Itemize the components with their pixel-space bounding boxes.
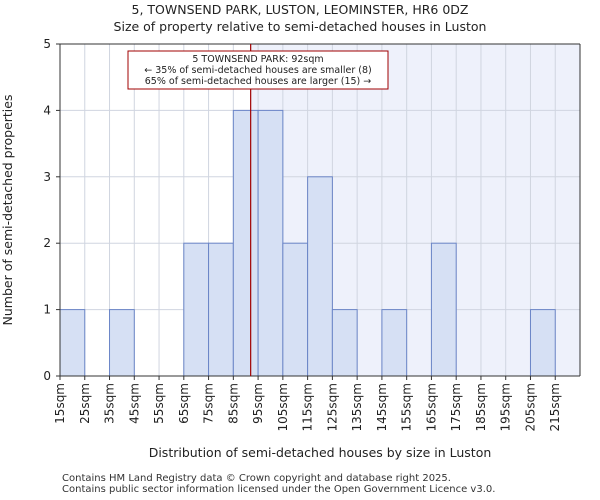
chart-subtitle: Size of property relative to semi-detach… (113, 19, 487, 34)
x-tick-label-7: 85sqm (226, 383, 240, 424)
x-tick-label-2: 35sqm (103, 383, 117, 424)
x-tick-label-16: 175sqm (449, 383, 463, 431)
bar-145sqm (381, 309, 408, 377)
y-tick-label-4: 4 (43, 103, 51, 117)
x-tick-label-3: 45sqm (127, 383, 141, 424)
x-tick-label-18: 195sqm (499, 383, 513, 431)
x-tick-label-0: 15sqm (53, 383, 67, 424)
x-tick-label-6: 75sqm (202, 383, 216, 424)
bar-165sqm (430, 242, 457, 377)
y-axis-title: Number of semi-detached properties (0, 95, 15, 326)
annotation-smaller-text: ← 35% of semi-detached houses are smalle… (144, 65, 372, 76)
bar-65sqm (183, 242, 210, 377)
x-tick-label-8: 95sqm (251, 383, 265, 424)
annotation-title: 5 TOWNSEND PARK: 92sqm (192, 54, 323, 65)
bar-95sqm (257, 109, 284, 377)
x-tick-label-12: 135sqm (350, 383, 364, 431)
x-axis-title: Distribution of semi-detached houses by … (149, 445, 492, 460)
annotation-larger-text: 65% of semi-detached houses are larger (… (145, 76, 372, 87)
x-tick-label-9: 105sqm (276, 383, 290, 431)
bar-105sqm (282, 242, 309, 377)
bar-15sqm (59, 309, 86, 377)
bar-205sqm (529, 309, 556, 377)
bar-85sqm (232, 109, 259, 377)
x-tick-label-14: 155sqm (400, 383, 414, 431)
x-tick-label-5: 65sqm (177, 383, 191, 424)
annotation-box (127, 50, 389, 90)
x-tick-label-1: 25sqm (78, 383, 92, 424)
footer-copyright: Contains HM Land Registry data © Crown c… (62, 473, 451, 484)
footer-licence: Contains public sector information licen… (62, 484, 496, 495)
chart-title-address: 5, TOWNSEND PARK, LUSTON, LEOMINSTER, HR… (131, 2, 469, 17)
y-tick-label-0: 0 (43, 369, 51, 383)
x-tick-label-17: 185sqm (474, 383, 488, 431)
y-tick-label-1: 1 (43, 303, 51, 317)
y-tick-label-3: 3 (43, 170, 51, 184)
bar-35sqm (109, 309, 135, 377)
bar-125sqm (331, 309, 358, 377)
x-tick-label-13: 145sqm (375, 383, 389, 431)
y-tick-label-5: 5 (43, 37, 51, 51)
x-tick-label-10: 115sqm (301, 383, 315, 431)
x-tick-label-19: 205sqm (523, 383, 537, 431)
x-tick-label-15: 165sqm (424, 383, 438, 431)
bar-115sqm (307, 176, 333, 377)
bar-75sqm (208, 242, 234, 377)
y-tick-label-2: 2 (43, 236, 51, 250)
x-tick-label-20: 215sqm (548, 383, 562, 431)
x-tick-label-4: 55sqm (152, 383, 166, 424)
x-tick-label-11: 125sqm (325, 383, 339, 431)
